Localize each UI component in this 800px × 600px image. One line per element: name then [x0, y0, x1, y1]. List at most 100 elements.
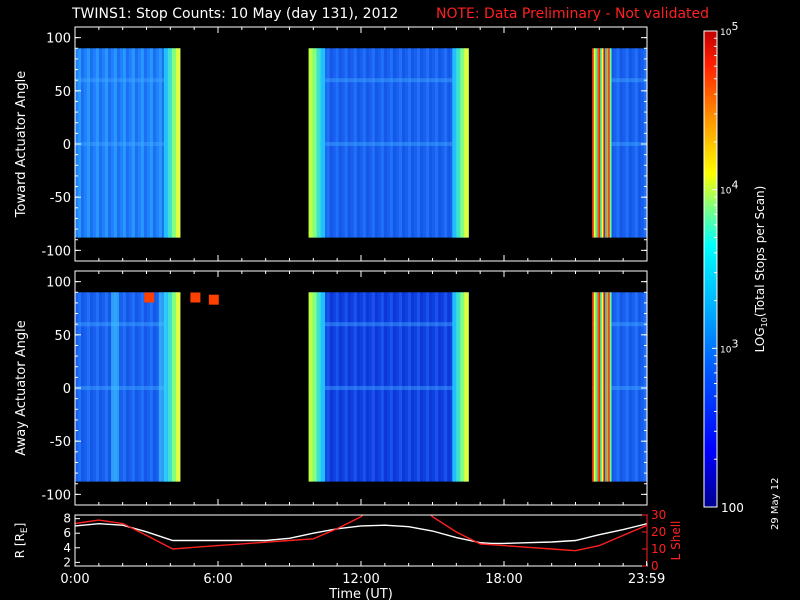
heatmap-column — [399, 48, 403, 238]
heatmap-column — [414, 48, 418, 238]
heatmap-column — [353, 292, 358, 482]
heatmap-column — [389, 48, 394, 238]
heatmap-column — [435, 292, 439, 482]
heatmap-column — [417, 292, 421, 482]
heatmap-band — [75, 386, 180, 390]
heatmap-column — [377, 292, 382, 482]
heatmap-edge-column — [171, 48, 177, 238]
heatmap-column — [116, 48, 121, 238]
l-shell-series-line — [75, 515, 647, 552]
heatmap-column — [374, 48, 379, 238]
y-axis-label: Away Actuator Angle — [14, 320, 29, 455]
heatmap-band — [308, 142, 469, 146]
heatmap-column — [640, 48, 645, 238]
heatmap-column — [429, 292, 433, 482]
left-y-tick-label: 6 — [63, 526, 71, 540]
heatmap-column — [323, 292, 328, 482]
heatmap-column — [344, 48, 349, 238]
heatmap-column — [332, 48, 337, 238]
heatmap-column — [619, 48, 624, 238]
heatmap-column — [405, 292, 409, 482]
heatmap-column — [365, 48, 370, 238]
heatmap-column — [420, 292, 424, 482]
x-tick-label: 6:00 — [203, 572, 232, 587]
heatmap-column — [332, 292, 337, 482]
heatmap-stripe — [608, 48, 610, 238]
colorbar-label-log: LOG — [753, 327, 767, 352]
heatmap-column — [122, 48, 127, 238]
heatmap-column — [131, 48, 136, 238]
heatmap-stripe — [609, 48, 612, 238]
x-axis-label: Time (UT) — [328, 587, 393, 600]
heatmap-column — [119, 292, 124, 482]
heatmap-stripe — [593, 292, 596, 482]
y-tick-label: 0 — [63, 138, 71, 153]
heatmap-edge-column — [460, 48, 465, 238]
heatmap-column — [622, 292, 627, 482]
heatmap-column — [134, 292, 139, 482]
heatmap-edge-column — [308, 48, 314, 238]
heatmap-column — [134, 48, 139, 238]
heatmap-band — [592, 386, 647, 390]
heatmap-segment — [592, 48, 648, 238]
heatmap-edge-column — [175, 48, 181, 238]
heatmap-column — [625, 292, 630, 482]
heatmap-column — [329, 48, 334, 238]
heatmap-column — [87, 48, 91, 238]
heatmap-column — [140, 48, 145, 238]
y-tick-label: 0 — [63, 382, 71, 397]
heatmap-column — [338, 48, 343, 238]
heatmap-band — [308, 78, 469, 83]
heatmap-column — [423, 48, 427, 238]
heatmap-column — [414, 292, 418, 482]
heatmap-column — [105, 48, 109, 238]
heatmap-column — [96, 48, 100, 238]
heatmap-column — [438, 292, 442, 482]
heatmap-column — [108, 48, 112, 238]
heatmap-stripe — [600, 48, 602, 238]
heatmap-column — [625, 48, 630, 238]
y-tick-label: 100 — [46, 32, 71, 47]
heatmap-bright-column — [158, 292, 167, 482]
heatmap-column — [444, 48, 448, 238]
heatmap-stripe — [595, 292, 598, 482]
y-tick-label: -100 — [41, 244, 71, 259]
left-axis-label-main: R [R — [13, 533, 27, 558]
heatmap-column — [383, 48, 388, 238]
colorbar-tick-base: 10 — [720, 187, 732, 197]
heatmap-column — [146, 48, 151, 238]
colorbar-tick-exp: 5 — [731, 20, 738, 33]
colorbar-label: LOG10(Total Stops per Scan) — [753, 186, 769, 353]
y-tick-label: 100 — [46, 276, 71, 291]
heatmap-segment — [75, 48, 181, 238]
y-axis-label: Toward Actuator Angle — [14, 71, 29, 218]
heatmap-column — [359, 292, 364, 482]
heatmap-column — [362, 48, 367, 238]
heatmap-column — [155, 292, 160, 482]
heatmap-edge-column — [312, 48, 318, 238]
heatmap-edge-column — [452, 292, 457, 482]
heatmap-column — [350, 292, 355, 482]
heatmap-column — [402, 292, 406, 482]
heatmap-column — [81, 292, 85, 482]
heatmap-column — [128, 292, 133, 482]
heatmap-column — [143, 292, 148, 482]
heatmap-column — [637, 292, 642, 482]
heatmap-column — [152, 292, 157, 482]
heatmap-edge-column — [316, 292, 322, 482]
heatmap-column — [152, 48, 157, 238]
heatmap-column — [131, 292, 136, 482]
heatmap-column — [105, 292, 109, 482]
heatmap-edge-column — [464, 48, 469, 238]
heatmap-edge-column — [167, 292, 173, 482]
heatmap-column — [99, 292, 103, 482]
heatmap-column — [420, 48, 424, 238]
heatmap-stripe — [592, 48, 594, 238]
heatmap-column — [386, 48, 391, 238]
heatmap-column — [447, 292, 451, 482]
heatmap-column — [108, 292, 112, 482]
title-row: TWINS1: Stop Counts: 10 May (day 131), 2… — [0, 6, 800, 26]
heatmap-stripe — [593, 48, 596, 238]
